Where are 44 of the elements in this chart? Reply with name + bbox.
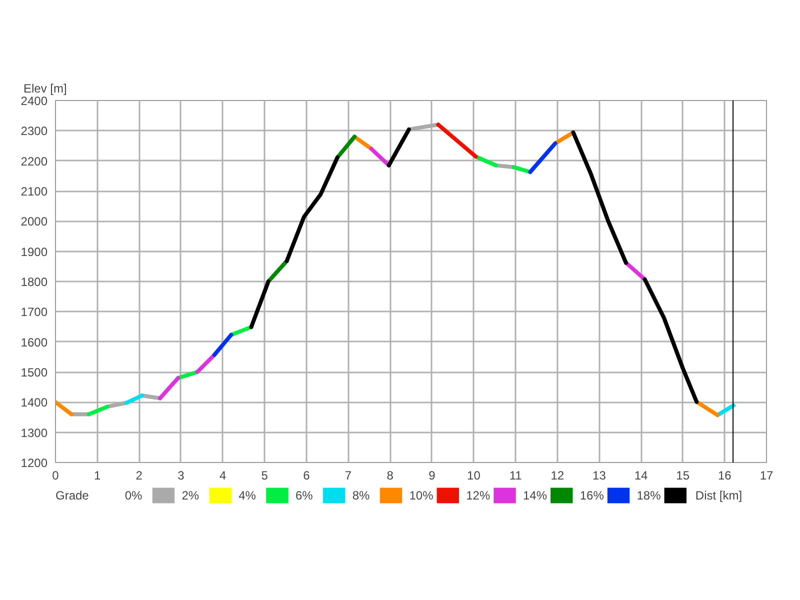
x-tick-label: 9 — [428, 468, 436, 482]
x-tick-label: 11 — [509, 468, 522, 482]
y-tick-label: 1200 — [20, 456, 48, 470]
y-tick-label: 1500 — [20, 366, 48, 380]
y-tick-label: 1400 — [20, 396, 48, 410]
x-tick-label: 6 — [303, 468, 310, 482]
x-tick-label: 15 — [676, 468, 690, 482]
legend-label: 14% — [522, 488, 548, 502]
y-tick-label: 2000 — [20, 214, 48, 229]
y-tick-label: 1600 — [20, 335, 48, 350]
x-tick-label: 2 — [136, 468, 143, 482]
y-axis-title: Elev [m] — [24, 82, 67, 96]
x-tick-label: 14 — [634, 468, 648, 482]
y-tick-label: 1300 — [20, 426, 48, 440]
x-tick-label: 13 — [592, 468, 606, 482]
x-tick-label: 16 — [718, 468, 732, 482]
legend-label: 8% — [352, 488, 370, 502]
legend-label: 12% — [466, 488, 490, 502]
legend-title: Grade — [56, 488, 90, 502]
x-tick-label: 7 — [344, 468, 352, 482]
legend-label: 2% — [182, 488, 200, 502]
y-tick-label: 1800 — [20, 275, 48, 289]
x-tick-label: 0 — [52, 468, 60, 482]
y-tick-label: 2100 — [20, 184, 48, 198]
x-tick-label: 10 — [467, 468, 481, 482]
y-tick-label: 1700 — [20, 305, 48, 320]
x-tick-label: 17 — [760, 468, 774, 482]
legend-label: 10% — [409, 488, 434, 502]
legend-label: 16% — [580, 488, 604, 502]
y-tick-label: 2300 — [20, 124, 48, 138]
x-tick-label: 5 — [261, 468, 268, 482]
y-tick-label: 2400 — [20, 94, 48, 108]
x-tick-label: 12 — [550, 468, 564, 482]
x-tick-label: 1 — [94, 468, 101, 482]
x-tick-label: 4 — [219, 468, 226, 482]
legend-label: 18% — [636, 488, 662, 502]
legend-label: 6% — [295, 488, 314, 502]
x-tick-label: 8 — [386, 468, 394, 482]
x-tick-label: 3 — [178, 468, 185, 482]
legend-label: 0% — [124, 488, 142, 502]
x-axis-title: Dist [km] — [695, 488, 742, 502]
legend-label: 4% — [238, 488, 256, 502]
y-tick-label: 1900 — [20, 244, 48, 259]
y-tick-label: 2200 — [20, 154, 48, 168]
